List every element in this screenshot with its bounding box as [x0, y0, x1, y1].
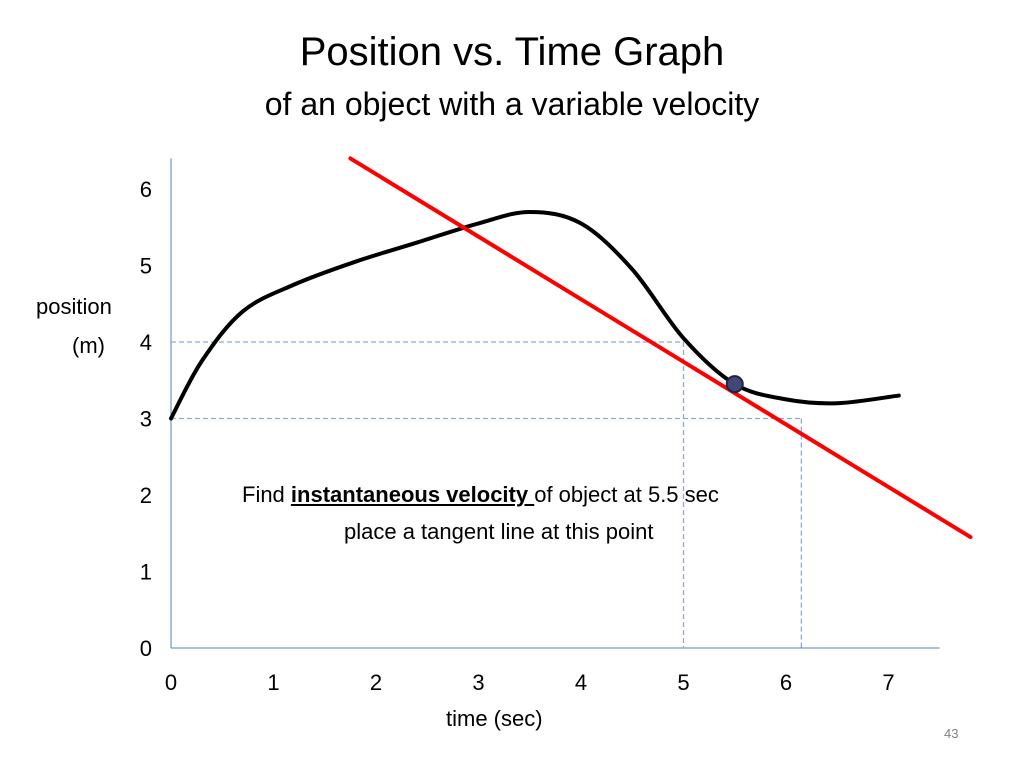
annotation-suffix: of object at 5.5 sec — [534, 482, 719, 507]
tangent-point-marker — [725, 375, 744, 394]
position-curve — [169, 209, 901, 421]
annotation-line-1: Find instantaneous velocity of object at… — [242, 482, 719, 508]
tangent-line — [348, 156, 973, 540]
y-tick-label: 4 — [140, 330, 152, 355]
chart-title: Position vs. Time Graph — [299, 30, 725, 74]
annotation-line-2: place a tangent line at this point — [344, 519, 654, 544]
x-tick-label: 7 — [882, 670, 894, 695]
x-tick-label: 0 — [165, 670, 177, 695]
y-tick-label: 5 — [140, 254, 152, 279]
annotation-emphasis: instantaneous velocity — [290, 482, 535, 507]
annotation-prefix: Find — [242, 482, 291, 507]
x-tick-label: 1 — [267, 670, 279, 695]
chart-subtitle: of an object with a variable velocity — [264, 86, 760, 122]
x-tick-label: 6 — [780, 670, 792, 695]
y-axis-label: position — [36, 294, 112, 319]
y-tick-label: 1 — [140, 560, 152, 585]
slide-number: 43 — [944, 726, 959, 741]
y-tick-label: 2 — [140, 483, 152, 508]
x-axis-label: time (sec) — [446, 706, 543, 731]
x-tick-label: 3 — [472, 670, 484, 695]
y-tick-label: 6 — [140, 177, 152, 202]
x-tick-label: 4 — [575, 670, 587, 695]
y-axis-unit-label: (m) — [72, 333, 105, 358]
y-tick-label: 0 — [140, 636, 152, 661]
x-tick-label: 2 — [370, 670, 382, 695]
x-tick-label: 5 — [677, 670, 689, 695]
y-tick-label: 3 — [140, 407, 152, 432]
